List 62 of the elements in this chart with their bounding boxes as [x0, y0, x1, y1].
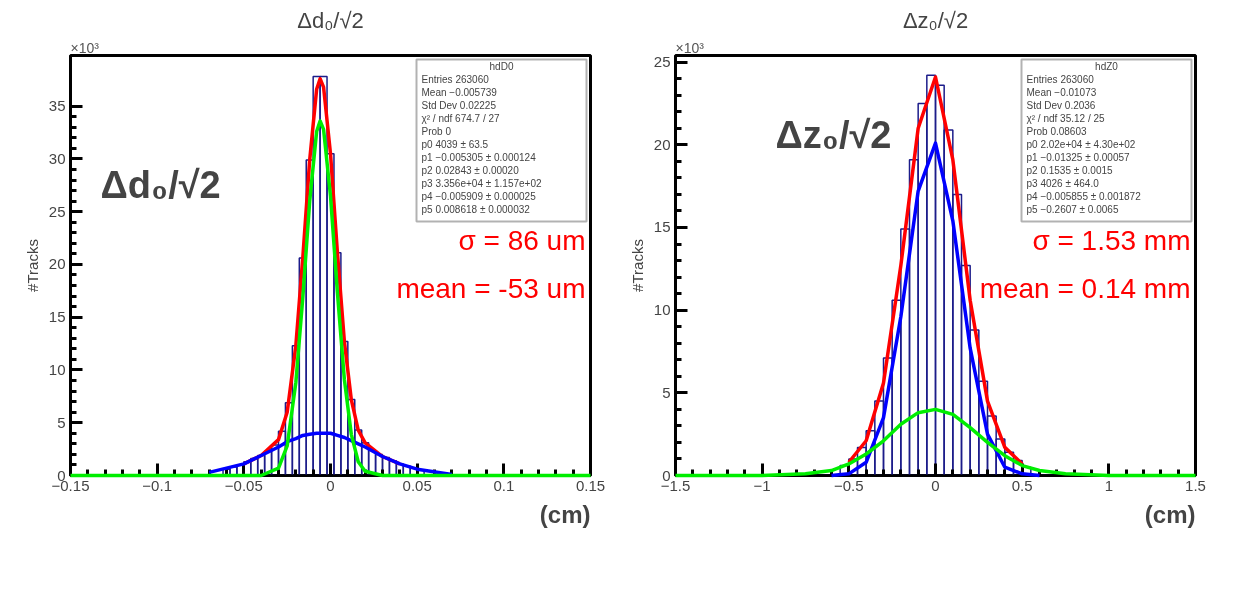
- y-axis-title: #Tracks: [23, 239, 41, 292]
- y-tick-label: 25: [653, 53, 671, 71]
- x-axis-title: (cm): [1144, 500, 1196, 528]
- x-tick-label: 1.5: [1185, 476, 1206, 494]
- x-tick-label: 0: [326, 476, 335, 494]
- annotation: σ = 1.53 mm: [1032, 224, 1191, 256]
- chart-title: Δd₀/√2: [297, 7, 364, 33]
- y-tick-label: 35: [48, 97, 66, 115]
- annotation: p3 3.356e+04 ± 1.157e+02: [421, 177, 542, 189]
- annotation: Prob 0: [421, 125, 452, 137]
- annotation: σ = 86 um: [458, 224, 586, 256]
- y-tick-label: 20: [653, 135, 671, 153]
- x-tick-label: 0.15: [575, 476, 606, 494]
- annotation: p3 4026 ± 464.0: [1026, 177, 1100, 189]
- y-tick-label: 5: [57, 413, 66, 431]
- annotation: p1 −0.01325 ± 0.00057: [1026, 151, 1131, 163]
- x-tick-label: 0: [931, 476, 940, 494]
- text: ×10³: [70, 39, 100, 56]
- x-tick-label: 1: [1104, 476, 1114, 494]
- annotation: p5 0.008618 ± 0.000032: [421, 203, 531, 215]
- annotation: p4 −0.005909 ± 0.000025: [421, 190, 537, 202]
- annotation: Entries 263060: [1026, 73, 1095, 85]
- annotation: mean = -53 um: [396, 272, 586, 304]
- x-tick-label: 0.05: [402, 476, 432, 494]
- annotation: Mean −0.01073: [1026, 86, 1097, 98]
- annotation: χ² / ndf 674.7 / 27: [421, 112, 501, 124]
- annotation: p2 0.02843 ± 0.00020: [421, 164, 520, 176]
- y-tick-label: 10: [48, 360, 66, 378]
- annotation: Prob 0.08603: [1026, 125, 1087, 137]
- y-tick-label: 15: [48, 308, 66, 326]
- annotation: Δd₀/√2: [100, 163, 221, 206]
- annotation: hdD0: [489, 60, 514, 72]
- x-tick-label: −0.5: [834, 476, 864, 494]
- annotation: p5 −0.2607 ± 0.0065: [1026, 203, 1119, 215]
- annotation: Std Dev 0.02225: [421, 99, 497, 111]
- annotation: Δz₀/√2: [775, 113, 892, 156]
- y-axis-title: #Tracks: [628, 239, 646, 292]
- text: ×10³: [675, 39, 705, 56]
- x-axis-title: (cm): [539, 500, 591, 528]
- y-tick-label: 5: [662, 383, 671, 401]
- annotation: p0 4039 ± 63.5: [421, 138, 489, 150]
- annotation: p1 −0.005305 ± 0.000124: [421, 151, 537, 163]
- x-tick-label: −1: [753, 476, 771, 494]
- x-tick-label: −0.05: [224, 476, 263, 494]
- annotation: mean = 0.14 mm: [979, 272, 1191, 304]
- x-tick-label: 0.5: [1011, 476, 1033, 494]
- chart-title: Δz₀/√2: [902, 7, 969, 33]
- annotation: Entries 263060: [421, 73, 490, 85]
- x-tick-label: 0.1: [493, 476, 515, 494]
- annotation: Mean −0.005739: [421, 86, 498, 98]
- annotation: p2 0.1535 ± 0.0015: [1026, 164, 1114, 176]
- y-tick-label: 15: [653, 218, 671, 236]
- annotation: χ² / ndf 35.12 / 25: [1026, 112, 1106, 124]
- y-tick-label: 20: [48, 255, 66, 273]
- annotation: p4 −0.005855 ± 0.001872: [1026, 190, 1142, 202]
- annotation: p0 2.02e+04 ± 4.30e+02: [1026, 138, 1136, 150]
- y-tick-label: 10: [653, 301, 671, 319]
- y-tick-label: 25: [48, 202, 66, 220]
- x-tick-label: −0.1: [142, 476, 172, 494]
- annotation: hdZ0: [1095, 60, 1119, 72]
- annotation: Std Dev 0.2036: [1026, 99, 1096, 111]
- y-tick-label: 30: [48, 149, 66, 167]
